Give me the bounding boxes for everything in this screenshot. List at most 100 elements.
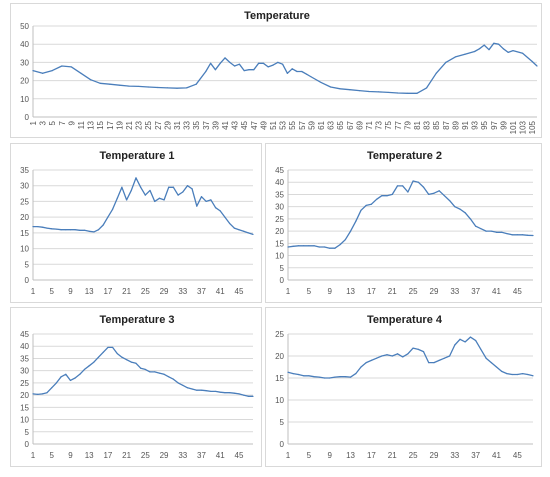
data-point <box>267 66 269 68</box>
data-point <box>258 62 260 64</box>
data-point <box>412 180 414 182</box>
data-point <box>233 392 235 394</box>
data-point <box>480 348 482 350</box>
data-point <box>475 225 477 227</box>
data-point <box>74 377 76 379</box>
data-point <box>224 392 226 394</box>
data-point <box>118 84 120 86</box>
x-tick-label: 85 <box>432 120 441 129</box>
data-point <box>397 92 399 94</box>
series-line <box>32 346 253 397</box>
x-tick-label: 81 <box>413 120 422 129</box>
data-point <box>243 394 245 396</box>
data-point <box>329 247 331 249</box>
data-point <box>126 359 128 361</box>
data-point <box>90 79 92 81</box>
data-point <box>493 42 495 44</box>
data-point <box>140 367 142 369</box>
y-tick-label: 30 <box>275 203 284 212</box>
data-point <box>210 62 212 64</box>
data-point <box>521 234 524 236</box>
x-tick-label: 45 <box>240 120 249 129</box>
data-point <box>111 208 114 210</box>
data-point <box>205 390 207 392</box>
data-point <box>238 63 240 65</box>
y-tick-label: 25 <box>275 215 284 224</box>
data-point <box>262 62 264 64</box>
data-point <box>191 188 193 190</box>
y-tick-label: 5 <box>25 428 30 437</box>
data-point <box>501 231 503 233</box>
data-point <box>253 69 255 71</box>
data-point <box>511 373 513 376</box>
x-tick-label: 9 <box>68 451 73 460</box>
data-point <box>490 362 492 364</box>
x-tick-label: 29 <box>163 120 172 129</box>
data-point <box>205 200 207 203</box>
data-point <box>233 227 235 229</box>
data-point <box>507 51 509 53</box>
x-tick-label: 73 <box>375 120 384 129</box>
x-tick-label: 5 <box>49 451 54 460</box>
series-line <box>33 177 254 236</box>
data-point <box>438 190 440 192</box>
x-tick-label: 21 <box>388 451 397 460</box>
data-point <box>485 357 487 359</box>
x-tick-label: 103 <box>519 120 528 134</box>
chart-title: Temperature 1 <box>100 150 175 162</box>
x-tick-label: 51 <box>269 120 278 129</box>
data-point <box>448 199 451 202</box>
data-point <box>135 177 137 179</box>
data-point <box>60 376 62 378</box>
x-tick-label: 21 <box>122 287 131 296</box>
data-point <box>79 373 81 375</box>
data-point <box>478 48 480 50</box>
data-point <box>219 210 221 212</box>
x-tick-label: 71 <box>365 120 374 129</box>
data-point <box>402 185 404 187</box>
y-tick-label: 35 <box>20 354 29 363</box>
x-tick-label: 29 <box>160 451 169 460</box>
y-tick-label: 15 <box>275 374 284 383</box>
x-tick-label: 61 <box>317 120 326 129</box>
data-point <box>149 189 151 192</box>
x-tick-label: 65 <box>336 120 345 129</box>
data-point <box>531 60 533 63</box>
data-point <box>219 391 221 393</box>
data-point <box>381 355 383 357</box>
data-point <box>292 245 294 247</box>
y-tick-label: 45 <box>20 330 29 339</box>
y-tick-label: 10 <box>275 396 284 405</box>
y-tick-label: 10 <box>20 245 29 254</box>
data-point <box>228 392 231 394</box>
y-tick-label: 35 <box>275 190 284 199</box>
x-tick-label: 49 <box>259 120 268 129</box>
data-point <box>69 379 72 382</box>
data-point <box>61 65 63 67</box>
data-point <box>172 378 175 380</box>
data-point <box>334 247 336 249</box>
data-point <box>182 384 184 386</box>
data-point <box>219 62 221 64</box>
y-tick-label: 0 <box>25 113 30 122</box>
data-point <box>454 206 456 208</box>
data-point <box>126 199 128 201</box>
data-point <box>60 229 62 231</box>
data-point <box>490 230 492 232</box>
data-point <box>386 195 388 197</box>
x-tick-label: 25 <box>409 451 418 460</box>
data-point <box>402 356 404 358</box>
data-point <box>483 44 485 46</box>
data-point <box>83 368 86 371</box>
data-point <box>310 76 312 78</box>
x-tick-label: 45 <box>235 451 244 460</box>
data-point <box>83 229 86 231</box>
x-tick-label: 37 <box>202 120 211 129</box>
data-point <box>532 234 534 237</box>
y-tick-label: 20 <box>20 213 29 222</box>
data-point <box>224 216 226 218</box>
